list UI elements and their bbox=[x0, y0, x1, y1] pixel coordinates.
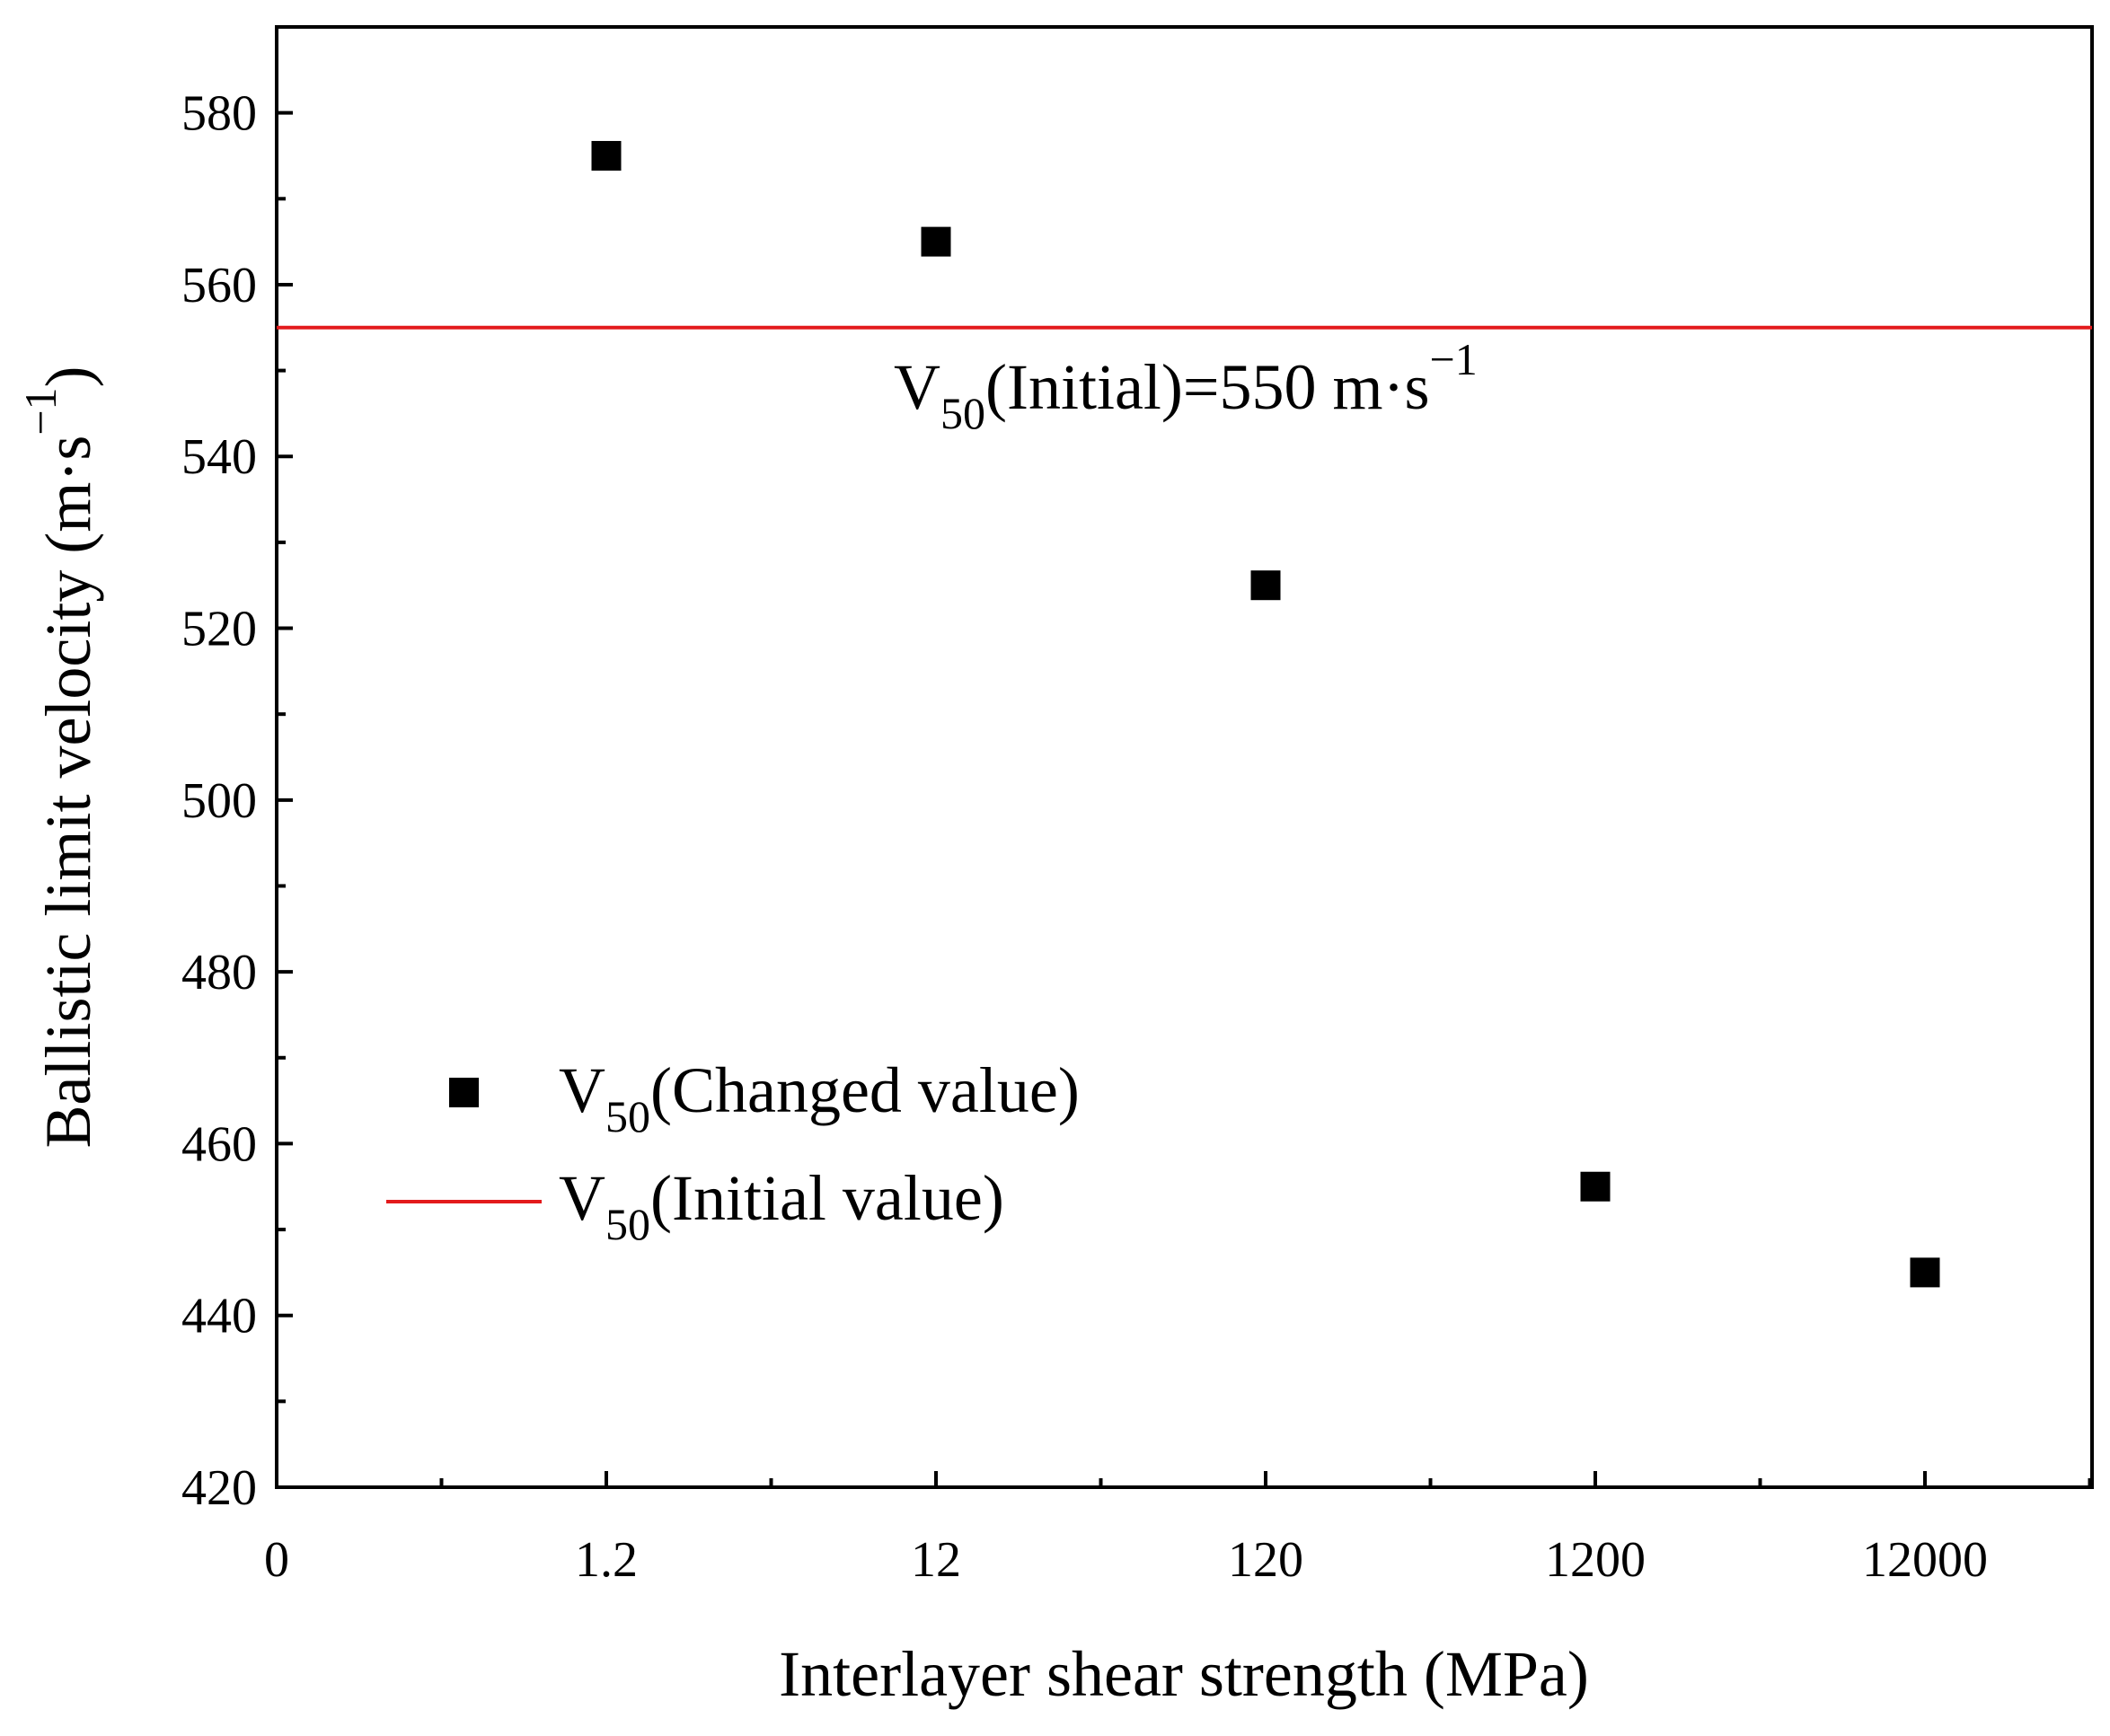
y-tick-label: 420 bbox=[181, 1460, 257, 1516]
x-tick-label: 1.2 bbox=[575, 1532, 638, 1588]
legend-marker-changed bbox=[449, 1078, 479, 1107]
legend-label-changed: V50(Changed value) bbox=[559, 1054, 1080, 1141]
plot-frame bbox=[275, 25, 2094, 1489]
y-tick-label: 500 bbox=[181, 773, 257, 829]
y-tick-label: 460 bbox=[181, 1116, 257, 1172]
x-tick-label: 12 bbox=[911, 1532, 961, 1588]
y-axis-ticks: 420 440 460 480 500 520 540 560 580 bbox=[181, 25, 293, 1516]
data-point bbox=[1250, 570, 1281, 601]
legend: V50(Changed value) V50(Initial value) bbox=[386, 1054, 1080, 1249]
data-point bbox=[1580, 1171, 1611, 1202]
x-tick-label: 1200 bbox=[1545, 1532, 1646, 1588]
y-tick-label: 540 bbox=[181, 429, 257, 485]
x-tick-label: 120 bbox=[1228, 1532, 1303, 1588]
data-point bbox=[1910, 1257, 1940, 1288]
y-tick-label: 520 bbox=[181, 602, 257, 657]
y-tick-label: 560 bbox=[181, 258, 257, 313]
changed-value-points bbox=[591, 140, 1940, 1288]
y-axis-title: Ballistic limit velocity (m·s−1) bbox=[15, 366, 104, 1148]
y-tick-label: 580 bbox=[181, 86, 257, 142]
x-axis-ticks: 0 1.2 12 120 1200 12000 bbox=[264, 1471, 2092, 1588]
x-tick-label: 0 bbox=[264, 1532, 289, 1588]
data-point bbox=[591, 140, 622, 171]
legend-label-initial: V50(Initial value) bbox=[559, 1162, 1004, 1249]
x-tick-label: 12000 bbox=[1862, 1532, 1988, 1588]
y-tick-label: 480 bbox=[181, 945, 257, 1000]
y-tick-label: 440 bbox=[181, 1289, 257, 1344]
x-axis-title: Interlayer shear strength (MPa) bbox=[779, 1638, 1589, 1710]
data-point bbox=[921, 226, 951, 257]
annotation-initial: V50(Initial)=550 m·s−1 bbox=[894, 334, 1478, 438]
